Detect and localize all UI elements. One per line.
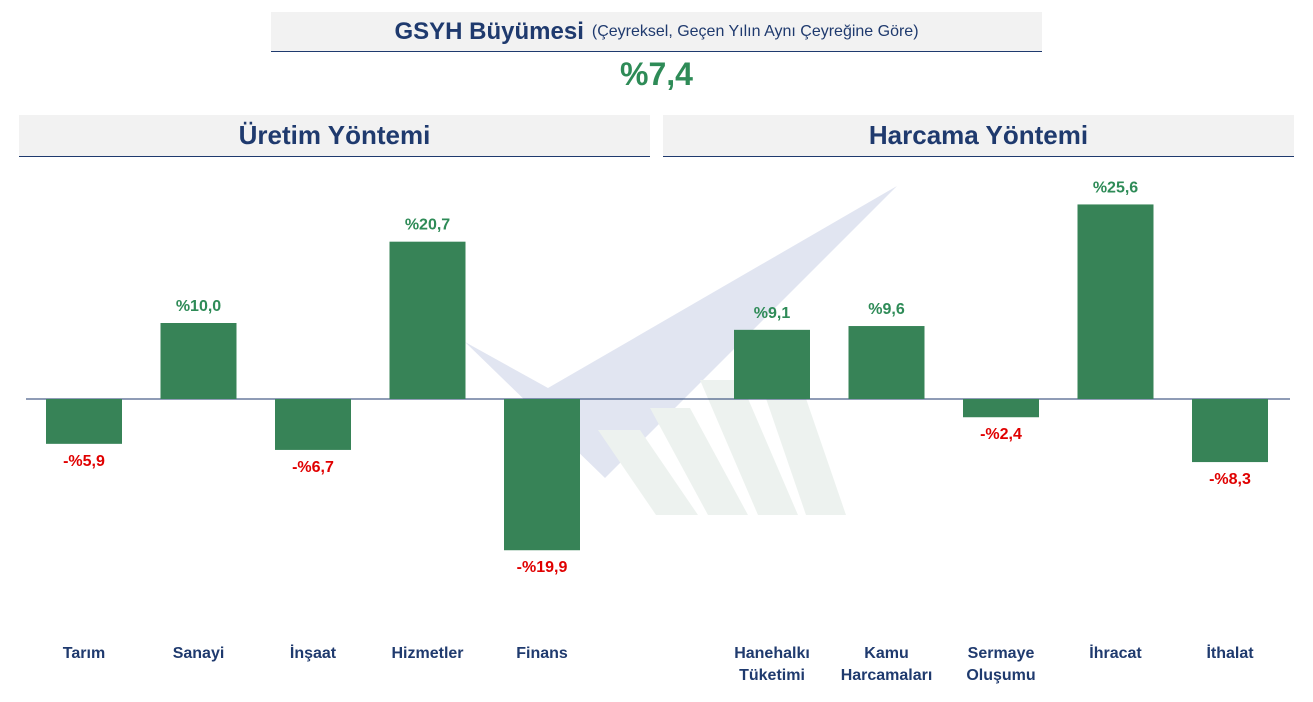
main-header: GSYH Büyümesi (Çeyreksel, Geçen Yılın Ay… <box>271 12 1042 52</box>
headline-value: %7,4 <box>620 56 693 92</box>
category-label-1-2: Sermaye <box>968 645 1035 662</box>
data-label-0-2: -%6,7 <box>292 459 334 476</box>
chart-subtitle: (Çeyreksel, Geçen Yılın Aynı Çeyreğine G… <box>591 22 919 40</box>
data-label-0-4: -%19,9 <box>517 559 568 576</box>
bar-0-3 <box>389 241 466 399</box>
category-label-1-3: İhracat <box>1089 644 1142 662</box>
bar-1-1 <box>848 326 925 399</box>
category-label-1-2-line2: Oluşumu <box>966 667 1035 684</box>
right-section-title: Harcama Yöntemi <box>868 120 1089 150</box>
data-label-1-1: %9,6 <box>868 301 905 318</box>
category-label-0-2: İnşaat <box>290 644 337 662</box>
category-label-0-0: Tarım <box>63 645 105 662</box>
data-label-0-1: %10,0 <box>176 298 221 315</box>
bar-1-4 <box>1192 399 1268 463</box>
bar-0-4 <box>504 399 580 551</box>
bar-1-3 <box>1077 204 1154 399</box>
data-label-1-3: %25,6 <box>1093 179 1138 196</box>
data-label-1-0: %9,1 <box>754 305 791 322</box>
bar-0-2 <box>275 399 351 450</box>
category-label-0-4: Finans <box>516 645 568 662</box>
bar-1-2 <box>963 399 1039 418</box>
category-label-0-1: Sanayi <box>173 645 225 662</box>
category-label-1-0-line2: Tüketimi <box>739 667 805 684</box>
left-section-title: Üretim Yöntemi <box>238 120 431 150</box>
category-label-1-1: Kamu <box>864 645 908 662</box>
category-label-0-3: Hizmetler <box>391 645 463 662</box>
category-label-1-4: İthalat <box>1206 644 1254 662</box>
bar-0-1 <box>160 323 237 399</box>
data-label-1-2: -%2,4 <box>980 426 1022 443</box>
bar-1-0 <box>734 329 810 399</box>
left-section-header: Üretim Yöntemi <box>19 115 650 157</box>
right-section-header: Harcama Yöntemi <box>663 115 1294 157</box>
category-label-1-1-line2: Harcamaları <box>841 667 933 684</box>
category-label-1-0: Hanehalkı <box>734 645 810 662</box>
data-label-1-4: -%8,3 <box>1209 471 1251 488</box>
chart-title: GSYH Büyümesi <box>394 17 584 45</box>
data-label-0-0: -%5,9 <box>63 453 105 470</box>
bar-0-0 <box>46 399 122 444</box>
data-label-0-3: %20,7 <box>405 217 450 234</box>
